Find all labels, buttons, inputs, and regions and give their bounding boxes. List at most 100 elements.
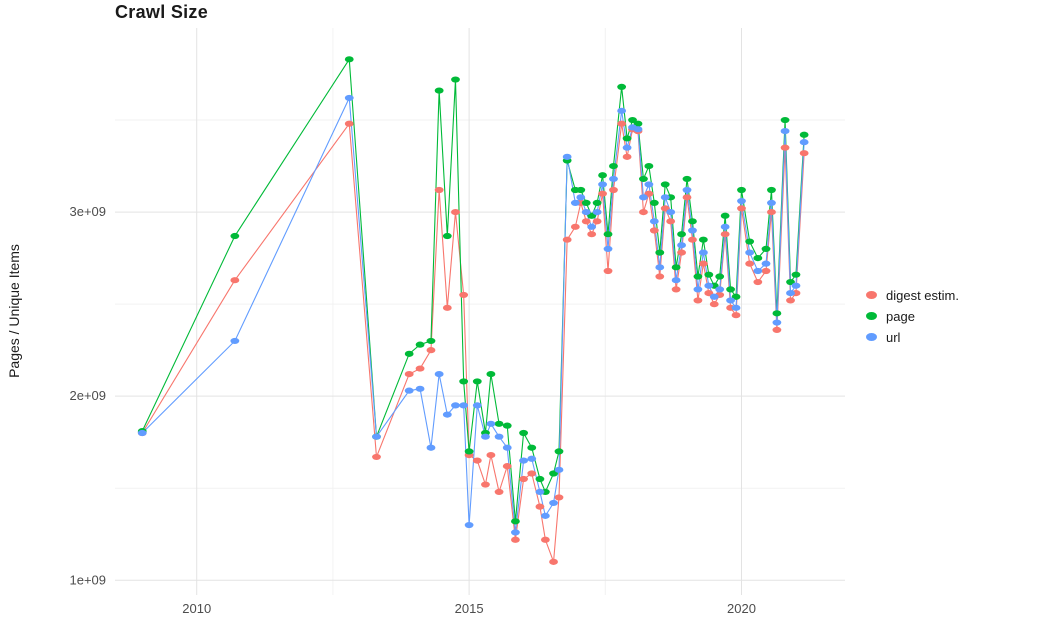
data-point-url [372,433,381,440]
data-point-page [649,199,659,206]
data-point-digest-estim [609,186,618,194]
data-point-digest-estim [649,227,659,234]
data-point-page [633,120,643,127]
data-point-digest-estim [598,190,607,197]
data-point-digest-estim [677,249,686,256]
data-point-digest-estim [644,190,654,197]
data-point-digest-estim [761,267,771,275]
data-point-digest-estim [603,267,613,275]
data-point-page [451,76,460,83]
legend: digest estim. page url [866,287,959,345]
data-point-page [415,341,425,348]
legend-item-page: page [866,308,959,324]
data-point-url [434,370,444,378]
data-point-digest-estim [682,194,692,201]
data-point-url [617,107,627,114]
data-point-page [644,162,654,170]
data-point-url [494,433,504,440]
data-point-url [786,289,795,297]
data-point-url [633,126,643,133]
data-point-page [464,448,474,455]
data-point-url [549,499,558,507]
data-point-digest-estim [442,304,452,311]
data-point-page [459,378,469,385]
data-point-digest-estim [587,231,597,238]
data-point-page [549,470,558,477]
data-point-digest-estim [570,223,580,230]
data-point-page [511,518,520,525]
data-point-digest-estim [731,312,741,319]
data-point-digest-estim [688,236,697,243]
data-point-url [587,223,597,230]
data-point-digest-estim [527,470,537,477]
data-point-digest-estim [519,475,528,483]
data-point-url [649,218,659,225]
data-point-url [592,208,602,216]
data-point-digest-estim [671,286,681,293]
data-point-digest-estim [745,260,755,267]
data-point-digest-estim [459,291,469,299]
data-point-page [442,232,452,240]
data-point-digest-estim [472,457,482,464]
data-point-url [709,293,719,300]
legend-swatch-digest-estim-icon [866,291,877,299]
data-point-url [519,457,528,464]
data-point-page [682,175,692,183]
data-point-digest-estim [780,144,790,151]
data-point-digest-estim [693,297,703,304]
data-point-page [598,172,607,179]
data-point-page [628,116,637,124]
data-point-page [731,293,741,300]
data-point-url [753,267,763,275]
legend-swatch-page-icon [866,312,877,320]
legend-label-url: url [886,329,901,345]
data-point-page [761,245,771,253]
data-point-page [799,131,809,138]
data-point-page [230,232,240,240]
data-point-page [753,255,763,262]
data-point-url [715,286,725,293]
data-point-digest-estim [562,236,572,243]
data-point-page [472,378,482,385]
data-point-page [704,271,714,278]
data-point-page [519,429,528,437]
data-point-page [655,249,665,256]
data-point-page [786,278,795,286]
data-point-url [554,466,564,473]
data-point-page [434,87,444,94]
data-point-page [426,337,436,345]
series-line-url [141,95,805,533]
data-point-digest-estim [535,503,545,510]
data-point-page [715,273,725,280]
data-point-url [404,387,414,394]
x-tick-label: 2010 [182,601,211,616]
data-point-url [603,245,613,253]
data-point-url [535,488,545,496]
data-point-page [502,422,512,429]
data-point-digest-estim [720,231,730,238]
data-point-digest-estim [655,273,665,280]
data-point-digest-estim [230,277,240,284]
data-point-url [511,529,520,536]
data-point-page [677,231,686,238]
data-point-digest-estim [486,451,496,459]
data-point-page [535,475,545,483]
legend-label-digest-estim: digest estim. [886,287,959,303]
data-point-page [693,273,703,280]
data-point-page [554,448,564,455]
data-point-url [737,197,746,205]
data-point-page [726,286,735,293]
data-point-url [780,127,790,135]
y-axis-label: Pages / Unique Items [6,244,22,378]
data-point-url [767,199,776,206]
data-point-digest-estim [799,150,809,157]
data-point-digest-estim [481,481,490,488]
data-point-page [494,420,504,427]
data-point-digest-estim [617,120,627,127]
chart-title: Crawl Size [115,2,209,22]
data-point-url [562,153,572,160]
data-point-digest-estim [737,205,746,212]
data-point-url [644,181,654,188]
